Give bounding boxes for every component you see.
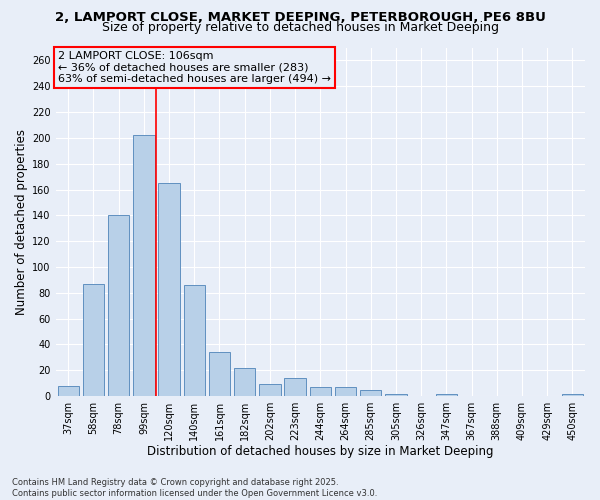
- Bar: [310, 387, 331, 396]
- Bar: [436, 394, 457, 396]
- Text: Contains HM Land Registry data © Crown copyright and database right 2025.
Contai: Contains HM Land Registry data © Crown c…: [12, 478, 377, 498]
- X-axis label: Distribution of detached houses by size in Market Deeping: Distribution of detached houses by size …: [147, 444, 494, 458]
- Bar: [58, 386, 79, 396]
- Bar: [360, 390, 382, 396]
- Text: 2, LAMPORT CLOSE, MARKET DEEPING, PETERBOROUGH, PE6 8BU: 2, LAMPORT CLOSE, MARKET DEEPING, PETERB…: [55, 11, 545, 24]
- Text: Size of property relative to detached houses in Market Deeping: Size of property relative to detached ho…: [101, 21, 499, 34]
- Bar: [259, 384, 281, 396]
- Bar: [158, 183, 180, 396]
- Bar: [133, 136, 155, 396]
- Bar: [234, 368, 256, 396]
- Text: 2 LAMPORT CLOSE: 106sqm
← 36% of detached houses are smaller (283)
63% of semi-d: 2 LAMPORT CLOSE: 106sqm ← 36% of detache…: [58, 51, 331, 84]
- Bar: [184, 285, 205, 396]
- Y-axis label: Number of detached properties: Number of detached properties: [15, 129, 28, 315]
- Bar: [209, 352, 230, 396]
- Bar: [562, 394, 583, 396]
- Bar: [108, 216, 130, 396]
- Bar: [335, 387, 356, 396]
- Bar: [385, 394, 407, 396]
- Bar: [83, 284, 104, 396]
- Bar: [284, 378, 306, 396]
